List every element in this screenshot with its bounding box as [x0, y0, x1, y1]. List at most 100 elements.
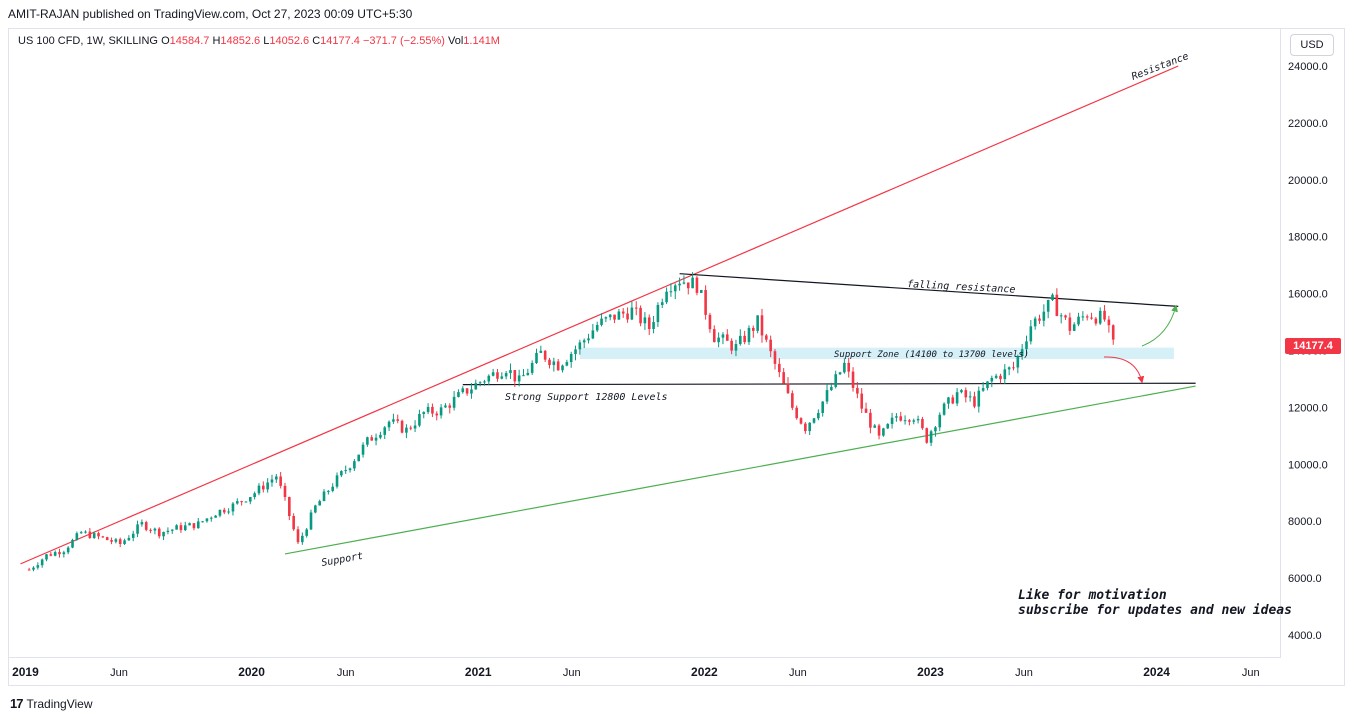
- x-tick-label: 2024: [1143, 665, 1170, 679]
- support-zone-label: Support Zone (14100 to 13700 levels): [834, 350, 1029, 360]
- candle: [986, 381, 989, 391]
- y-tick-label: 10000.0: [1288, 459, 1328, 471]
- candle-body: [118, 539, 122, 544]
- candle: [721, 332, 725, 345]
- candle: [240, 500, 243, 506]
- candle-body: [699, 289, 703, 293]
- candle-body: [214, 515, 217, 518]
- candle-body: [530, 362, 534, 373]
- candle: [88, 528, 92, 539]
- currency-selector[interactable]: USD: [1290, 34, 1334, 56]
- candle: [899, 411, 903, 422]
- candle: [587, 333, 590, 344]
- candle-body: [36, 565, 40, 568]
- symbol-name[interactable]: US 100 CFD, 1W, SKILLING: [18, 35, 158, 47]
- candle-body: [340, 471, 343, 476]
- candle: [968, 391, 972, 402]
- candle-body: [617, 311, 621, 320]
- candle: [621, 308, 625, 318]
- candle: [53, 550, 57, 557]
- candle-body: [426, 406, 430, 413]
- candle-body: [903, 420, 907, 422]
- candle: [1103, 305, 1106, 322]
- candle-body: [353, 461, 356, 469]
- tradingview-logo-icon[interactable]: 17: [10, 696, 24, 711]
- candle-body: [88, 531, 92, 539]
- candle: [960, 389, 963, 394]
- candle-body: [431, 406, 434, 414]
- x-tick-label: Jun: [1015, 667, 1033, 679]
- candle-body: [179, 525, 183, 531]
- candle-body: [92, 533, 96, 539]
- candle: [1077, 312, 1080, 327]
- candle-body: [834, 374, 837, 387]
- candle: [526, 368, 530, 376]
- candle: [791, 390, 794, 411]
- candle-body: [730, 340, 733, 351]
- candle: [760, 308, 764, 343]
- candle-body: [149, 529, 152, 531]
- candle-body: [136, 524, 139, 534]
- high-label: H: [212, 35, 221, 47]
- candle-body: [344, 470, 347, 472]
- candle-body: [843, 362, 846, 373]
- candle: [353, 459, 356, 472]
- candle-body: [1020, 349, 1024, 356]
- candle-body: [782, 372, 785, 384]
- candle: [331, 483, 334, 493]
- falling-resistance-line: [679, 273, 1179, 308]
- candle: [574, 345, 577, 361]
- candle: [1085, 314, 1089, 321]
- candle: [739, 329, 742, 346]
- price-axis-divider: [1280, 28, 1281, 658]
- candle-body: [660, 302, 664, 306]
- y-tick-label: 18000.0: [1288, 232, 1328, 244]
- candle: [773, 349, 777, 370]
- open-label: O: [161, 35, 170, 47]
- candle: [157, 527, 161, 539]
- candle-body: [400, 420, 404, 433]
- candle: [717, 332, 720, 348]
- candle: [591, 323, 595, 340]
- candle: [752, 325, 755, 338]
- candle: [617, 309, 621, 320]
- candle: [1081, 311, 1085, 321]
- candle: [569, 351, 573, 368]
- footer-brand[interactable]: TradingView: [26, 696, 93, 711]
- candle: [327, 490, 330, 495]
- candle: [973, 391, 976, 409]
- candle-body: [444, 405, 447, 408]
- candle-body: [765, 335, 768, 340]
- candle: [1107, 315, 1111, 333]
- candle-body: [864, 408, 868, 413]
- candle: [162, 531, 165, 541]
- candle: [62, 550, 66, 558]
- candle-body: [634, 307, 638, 309]
- candle-body: [665, 291, 668, 303]
- candle: [1003, 364, 1007, 385]
- candle: [1072, 322, 1076, 332]
- candle-body: [682, 282, 686, 284]
- candle: [578, 339, 582, 355]
- candle-body: [1046, 300, 1050, 312]
- candle-body: [435, 413, 439, 416]
- candle-body: [58, 552, 61, 555]
- candle-body: [292, 515, 295, 530]
- candle: [292, 513, 295, 531]
- candle: [179, 522, 183, 533]
- candle: [595, 321, 599, 333]
- candle: [903, 415, 907, 425]
- candle: [955, 388, 959, 407]
- candle-body: [604, 317, 608, 319]
- candle: [812, 417, 816, 424]
- candle-body: [1042, 311, 1046, 321]
- candle-body: [257, 485, 261, 494]
- candle-body: [504, 373, 508, 377]
- candle: [1098, 307, 1102, 325]
- candle: [686, 282, 690, 295]
- candle-body: [318, 501, 321, 506]
- candle-body: [561, 365, 564, 371]
- candle-body: [717, 337, 720, 343]
- candle-body: [704, 289, 707, 315]
